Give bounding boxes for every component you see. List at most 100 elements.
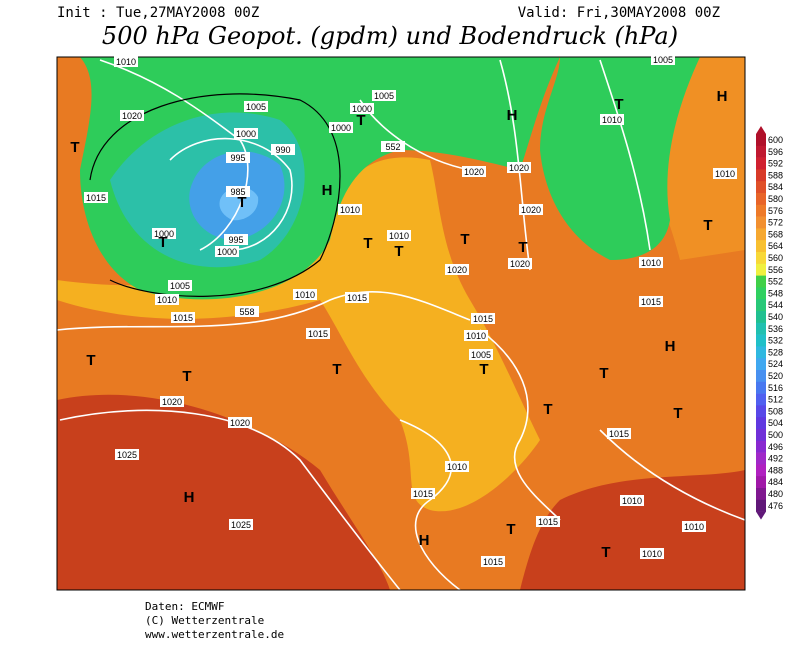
pressure-label: 1005 (471, 350, 491, 360)
map-title: 500 hPa Geopot. (gpdm) und Bodendruck (h… (102, 22, 678, 50)
warm-region (520, 470, 745, 590)
label-box (224, 234, 248, 245)
pressure-label: 1015 (413, 489, 433, 499)
colorbar-label: 588 (768, 170, 783, 180)
label-box (620, 495, 644, 506)
colorbar-swatch (756, 405, 766, 418)
colorbar-swatch (756, 322, 766, 335)
colorbar-label: 480 (768, 489, 783, 499)
label-box (600, 114, 624, 125)
valid-label: Valid: Fri,30MAY2008 00Z (518, 5, 720, 21)
colorbar-swatch (756, 263, 766, 276)
pressure-center: H (184, 489, 195, 506)
colorbar-label: 544 (768, 300, 783, 310)
label-box (469, 349, 493, 360)
colorbar-swatch (756, 334, 766, 347)
colorbar-swatch (756, 464, 766, 477)
colorbar-swatch (756, 134, 766, 147)
colorbar-swatch (756, 417, 766, 430)
label-box (114, 56, 138, 67)
colorbar-label: 516 (768, 383, 783, 393)
colorbar-swatch (756, 228, 766, 241)
pressure-label: 1010 (389, 231, 409, 241)
pressure-center: T (460, 231, 469, 248)
label-box (640, 548, 664, 559)
pressure-center: T (479, 361, 488, 378)
label-box (215, 246, 239, 257)
colorbar-swatch (756, 193, 766, 206)
pressure-center: T (70, 139, 79, 156)
label-box (338, 204, 362, 215)
pressure-label: 1020 (510, 259, 530, 269)
pressure-center: T (363, 235, 372, 252)
colorbar-swatch (756, 346, 766, 359)
colorbar-swatch (756, 145, 766, 158)
colorbar-swatch (756, 252, 766, 265)
label-box (168, 280, 192, 291)
colorbar-swatch (756, 287, 766, 300)
colorbar-swatch (756, 393, 766, 406)
trough-region (540, 57, 700, 260)
warm-region (57, 394, 390, 590)
label-box (445, 264, 469, 275)
pressure-label: 1010 (684, 522, 704, 532)
colorbar-label: 576 (768, 206, 783, 216)
pressure-label: 1015 (538, 517, 558, 527)
mid-region (57, 157, 540, 512)
pressure-label: 552 (385, 142, 400, 152)
pressure-center: H (322, 182, 333, 199)
label-box (306, 328, 330, 339)
pressure-center: T (518, 239, 527, 256)
pressure-center: T (673, 405, 682, 422)
label-box (229, 519, 253, 530)
pressure-label: 1025 (231, 520, 251, 530)
colorbar-swatch (756, 181, 766, 194)
pressure-center: H (717, 88, 728, 105)
label-box (411, 488, 435, 499)
pressure-label: 1000 (331, 123, 351, 133)
colorbar-label: 596 (768, 147, 783, 157)
pressure-label: 1015 (473, 314, 493, 324)
pressure-center: T (601, 544, 610, 561)
label-box (293, 289, 317, 300)
label-box (387, 230, 411, 241)
colorbar-swatch (756, 169, 766, 182)
label-box (155, 294, 179, 305)
label-box (345, 292, 369, 303)
colorbar-swatch (756, 429, 766, 442)
pressure-label: 1005 (374, 91, 394, 101)
colorbar-label: 500 (768, 430, 783, 440)
label-box (381, 141, 405, 152)
label-box (464, 330, 488, 341)
label-box (607, 428, 631, 439)
colorbar-label: 484 (768, 477, 783, 487)
colorbar-label: 548 (768, 288, 783, 298)
pressure-label: 1010 (116, 57, 136, 67)
credit: www.wetterzentrale.de (145, 628, 284, 641)
colorbar-label: 476 (768, 501, 783, 511)
colorbar-label: 504 (768, 418, 783, 428)
colorbar-swatch (756, 204, 766, 217)
pressure-label: 1010 (715, 169, 735, 179)
label-box (682, 521, 706, 532)
pressure-label: 1010 (295, 290, 315, 300)
colorbar-swatch (756, 157, 766, 170)
colorbar-label: 488 (768, 465, 783, 475)
pressure-label: 1010 (622, 496, 642, 506)
pressure-center: H (419, 532, 430, 549)
colorbar-end (756, 126, 766, 134)
label-box (160, 396, 184, 407)
label-box (471, 313, 495, 324)
label-box (462, 166, 486, 177)
colorbar: 6005965925885845805765725685645605565525… (756, 126, 783, 520)
label-box (228, 417, 252, 428)
label-box (235, 306, 259, 317)
pressure-label: 1015 (641, 297, 661, 307)
pressure-label: 1000 (217, 247, 237, 257)
colorbar-label: 496 (768, 442, 783, 452)
label-box (536, 516, 560, 527)
colorbar-label: 560 (768, 253, 783, 263)
colorbar-label: 528 (768, 347, 783, 357)
label-box (115, 449, 139, 460)
pressure-label: 1015 (609, 429, 629, 439)
